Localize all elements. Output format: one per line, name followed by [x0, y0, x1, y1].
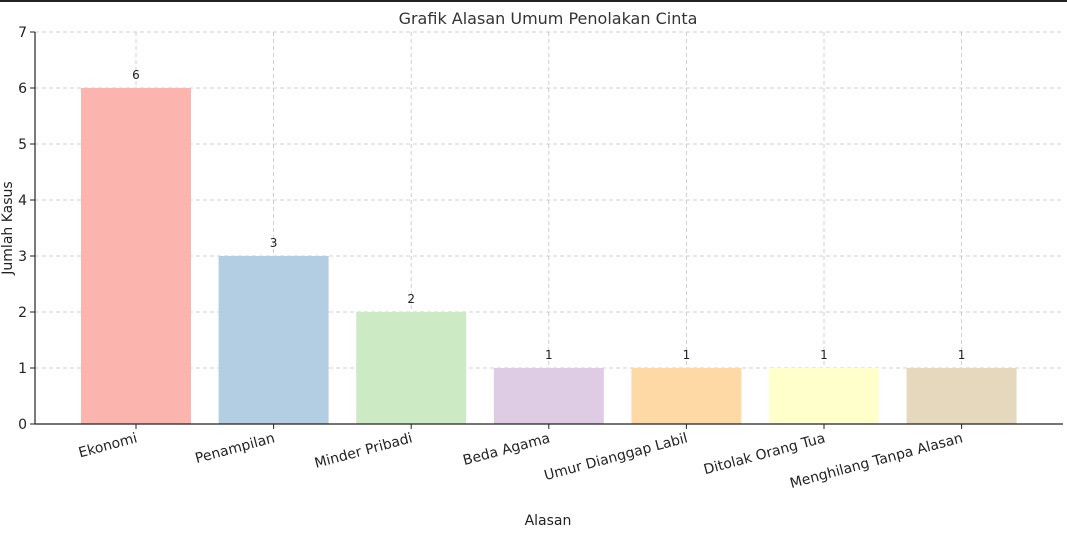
y-tick-label: 0 [18, 417, 27, 433]
x-tick-label: Beda Agama [461, 430, 552, 469]
bar-value-label: 2 [407, 292, 415, 306]
y-tick-label: 3 [18, 249, 27, 265]
x-ticks-group: Ekonomi Penampilan Minder Pribadi Beda Agam… [77, 424, 965, 492]
value-labels-group: 6 3 2 1 1 1 1 [132, 68, 965, 362]
bar-value-label: 1 [683, 348, 691, 362]
bar [493, 368, 604, 424]
y-tick-label: 7 [18, 25, 27, 41]
y-tick-label: 5 [18, 137, 27, 153]
bar [906, 368, 1017, 424]
x-tick-label: Umur Dianggap Labil [543, 430, 690, 484]
bars-group [81, 88, 1017, 424]
x-axis-label: Alasan [525, 513, 572, 529]
y-ticks-group: 0 1 2 3 4 5 6 7 [18, 25, 35, 433]
chart-title: Grafik Alasan Umum Penolakan Cinta [399, 9, 698, 28]
y-tick-label: 1 [18, 361, 27, 377]
x-tick-label: Minder Pribadi [313, 430, 414, 472]
y-axis-label: Jumlah Kasus [0, 181, 16, 275]
x-tick-label: Penampilan [194, 430, 277, 467]
bar [769, 368, 879, 424]
y-tick-label: 6 [18, 81, 27, 97]
bar-value-label: 6 [132, 68, 140, 82]
x-tick-label: Ekonomi [77, 430, 139, 461]
bar [356, 312, 467, 424]
y-tick-label: 4 [18, 193, 27, 209]
y-tick-label: 2 [18, 305, 27, 321]
bar-value-label: 1 [958, 348, 966, 362]
bar [81, 88, 191, 424]
bar [218, 256, 329, 424]
bar-value-label: 1 [545, 348, 553, 362]
bar-value-label: 1 [820, 348, 828, 362]
bar [631, 368, 742, 424]
bar-value-label: 3 [270, 236, 278, 250]
